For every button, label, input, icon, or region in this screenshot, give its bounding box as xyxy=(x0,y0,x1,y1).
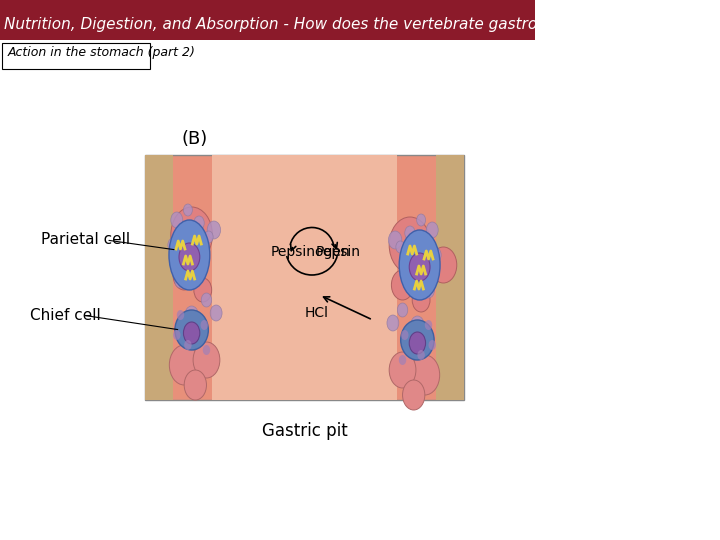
Circle shape xyxy=(184,204,192,216)
Circle shape xyxy=(203,345,210,355)
Circle shape xyxy=(418,350,425,360)
Circle shape xyxy=(177,310,184,320)
Circle shape xyxy=(201,320,208,330)
Text: Pepsinogen: Pepsinogen xyxy=(271,245,351,259)
FancyBboxPatch shape xyxy=(436,155,464,400)
Circle shape xyxy=(409,253,430,281)
Circle shape xyxy=(401,330,408,340)
Circle shape xyxy=(392,270,414,300)
Circle shape xyxy=(390,217,431,273)
Ellipse shape xyxy=(401,320,434,360)
Circle shape xyxy=(171,207,212,263)
Circle shape xyxy=(413,288,430,312)
Text: Pepsin: Pepsin xyxy=(315,245,361,259)
Circle shape xyxy=(169,345,199,385)
Circle shape xyxy=(204,231,213,243)
Circle shape xyxy=(426,222,438,238)
Circle shape xyxy=(184,322,199,344)
Text: Parietal cell: Parietal cell xyxy=(41,233,130,247)
Circle shape xyxy=(210,305,222,321)
Ellipse shape xyxy=(169,220,210,290)
Circle shape xyxy=(194,278,212,302)
Text: HCl: HCl xyxy=(305,306,328,320)
Text: Gastric pit: Gastric pit xyxy=(261,422,347,440)
Circle shape xyxy=(185,306,198,324)
Circle shape xyxy=(405,226,415,240)
Circle shape xyxy=(182,237,209,273)
Circle shape xyxy=(399,355,406,365)
Circle shape xyxy=(402,380,425,410)
FancyBboxPatch shape xyxy=(212,155,397,400)
Circle shape xyxy=(417,214,426,226)
Circle shape xyxy=(428,340,436,350)
Circle shape xyxy=(390,352,416,388)
Text: (B): (B) xyxy=(182,130,208,148)
Circle shape xyxy=(207,221,220,239)
Ellipse shape xyxy=(399,230,440,300)
Circle shape xyxy=(193,342,220,378)
Ellipse shape xyxy=(175,310,208,350)
Circle shape xyxy=(194,216,204,230)
Circle shape xyxy=(388,231,402,249)
FancyBboxPatch shape xyxy=(145,155,464,400)
Circle shape xyxy=(431,248,441,262)
Circle shape xyxy=(423,282,434,298)
Circle shape xyxy=(397,303,408,317)
Circle shape xyxy=(168,238,179,252)
FancyBboxPatch shape xyxy=(2,43,150,69)
Circle shape xyxy=(430,247,456,283)
Circle shape xyxy=(425,320,432,330)
Circle shape xyxy=(202,293,212,307)
Circle shape xyxy=(410,316,424,334)
FancyBboxPatch shape xyxy=(145,155,173,400)
FancyBboxPatch shape xyxy=(0,0,535,40)
Text: Action in the stomach (part 2): Action in the stomach (part 2) xyxy=(7,46,195,59)
Circle shape xyxy=(387,315,399,331)
Text: Nutrition, Digestion, and Absorption - How does the vertebrate gastrointestinal : Nutrition, Digestion, and Absorption - H… xyxy=(4,17,720,32)
Circle shape xyxy=(410,355,440,395)
Circle shape xyxy=(174,272,186,288)
Text: Chief cell: Chief cell xyxy=(30,307,101,322)
Circle shape xyxy=(173,330,181,340)
Circle shape xyxy=(184,370,207,400)
Circle shape xyxy=(184,340,192,350)
Circle shape xyxy=(171,212,183,228)
Circle shape xyxy=(179,243,199,271)
Circle shape xyxy=(409,332,426,354)
Circle shape xyxy=(173,260,195,290)
Circle shape xyxy=(396,241,405,253)
